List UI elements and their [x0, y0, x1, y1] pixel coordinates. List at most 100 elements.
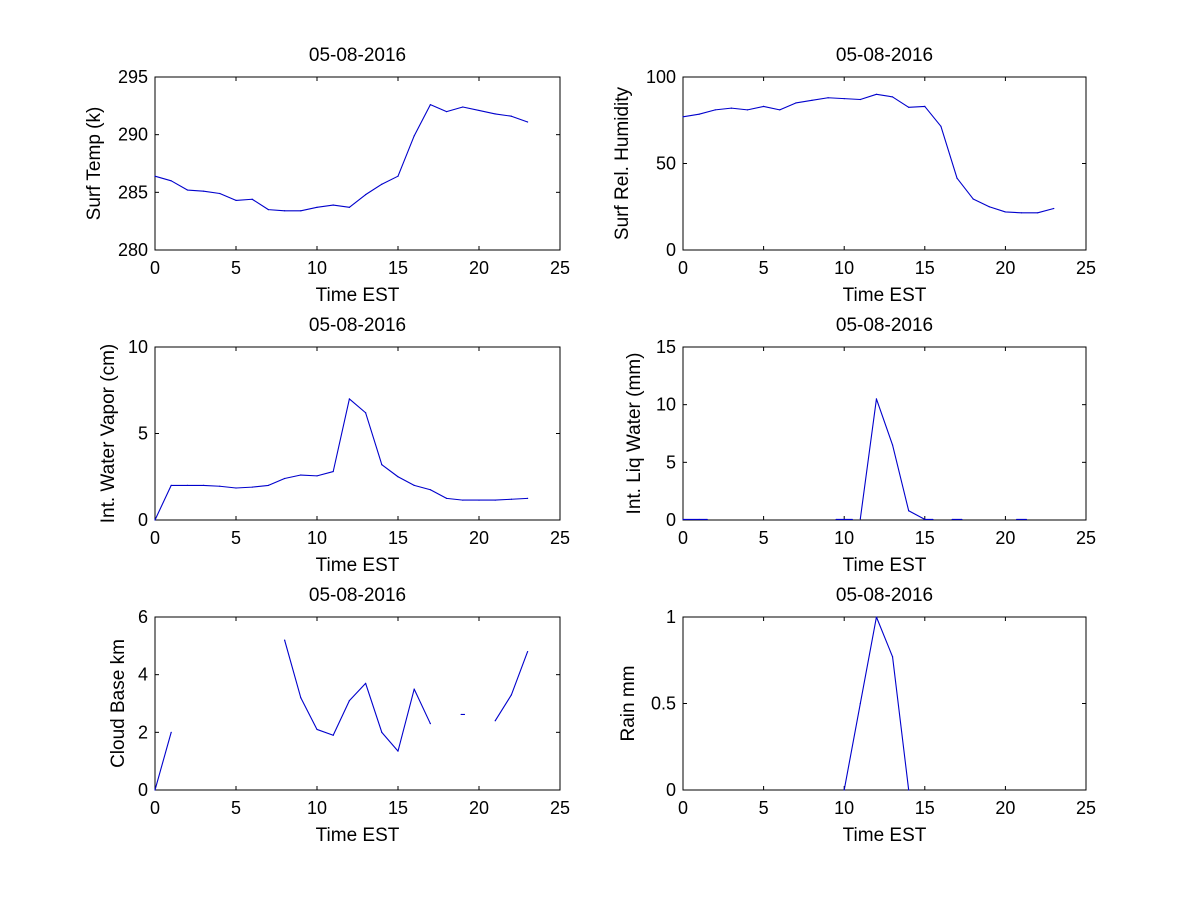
panel-3-series-0-point-0-17: [429, 489, 431, 491]
panel-2-series-0-point-0-13: [891, 96, 894, 98]
panel-4-series-0-point-2-2: [891, 444, 894, 446]
panel-4-series-0-point-2-3: [908, 510, 910, 512]
panel-1-series-0-point-0-13: [365, 194, 367, 196]
panel-1-xtick-label-5: 25: [550, 258, 570, 278]
panel-1-series-0-point-0-8: [284, 210, 286, 212]
panel-4-series-0-point-0-2: [706, 518, 708, 521]
panel-1-ytick-label-0: 280: [118, 240, 148, 260]
panel-3-series-0-line-0: [154, 398, 528, 521]
panel-2-series-0-point-0-12: [875, 93, 878, 95]
panel-6-xtick-label-5: 25: [1076, 798, 1096, 818]
panel-1-series-0-point-0-3: [203, 190, 205, 192]
panel-5-xtick-label-2: 10: [307, 798, 327, 818]
panel-4-ylabel: Int. Liq Water (mm): [624, 353, 645, 515]
panel-1-series-0-point-0-5: [235, 199, 237, 202]
panel-6-title: 05-08-2016: [836, 585, 933, 606]
panel-4-ytick-label-0: 0: [666, 510, 676, 530]
panel-5-xtick-label-1: 5: [231, 798, 241, 818]
panel-2-series-0-point-0-5: [763, 105, 765, 108]
panel-4-series-0-point-2-0: [859, 518, 861, 520]
panel-6-ytick-label-2: 1: [666, 607, 676, 627]
panel-2-series-0-point-0-11: [859, 98, 861, 101]
panel-3-series-0-point-0-20: [478, 499, 480, 501]
panel-6-series-0-point-0-1: [859, 702, 861, 705]
panel-1-series-0-point-0-0: [154, 175, 156, 177]
panel-1-series-0-point-0-2: [186, 189, 188, 191]
panel-2-series-0-point-0-21: [1020, 212, 1023, 214]
panel-3-series-0-point-0-6: [251, 486, 253, 488]
panel-6-xlabel: Time EST: [843, 825, 927, 846]
panel-2-series-0-point-0-14: [908, 106, 910, 108]
panel-3-series-0-point-0-4: [219, 485, 221, 487]
panel-3-series-0-point-0-8: [284, 477, 286, 480]
panel-6-ytick-label-0: 0: [666, 780, 676, 800]
panel-4-xlabel: Time EST: [843, 555, 927, 576]
panel-4-series-0-point-1-1: [843, 518, 845, 521]
panel-6-series-0-point-0-2: [875, 616, 878, 618]
panel-2-series-0-point-0-22: [1037, 212, 1039, 214]
panel-5-title: 05-08-2016: [309, 585, 406, 606]
panel-4-xtick-label-3: 15: [915, 528, 935, 548]
panel-1-series-0-point-0-7: [267, 209, 269, 211]
panel-6-xtick-label-1: 5: [759, 798, 769, 818]
panel-1-series-0-line-0: [154, 104, 528, 212]
panel-4-ytick-label-2: 10: [656, 395, 676, 415]
panel-6-ytick-label-1: 0.5: [651, 694, 676, 714]
panel-3-series-0-point-0-9: [300, 474, 302, 476]
panel-5-series-0-point-1-3: [332, 734, 334, 736]
panel-1-axes-frame: [154, 76, 561, 251]
panel-1-ytick-label-1: 285: [118, 182, 148, 202]
panel-5-series-0-point-1-7: [397, 750, 399, 752]
panel-3-ylabel: Int. Water Vapor (cm): [98, 344, 119, 523]
panel-5-series-0-point-1-2: [316, 728, 318, 731]
panel-1-xtick-label-2: 10: [307, 258, 327, 278]
panel-4-xtick-label-5: 25: [1076, 528, 1096, 548]
panel-6-series-0-point-0-4: [908, 789, 910, 791]
panel-3-series-0-point-0-15: [397, 476, 399, 478]
panel-5-series-0-line-1: [284, 639, 431, 752]
panel-3-ytick-label-2: 10: [128, 337, 148, 357]
panel-2-xtick-label-1: 5: [759, 258, 769, 278]
panel-3-title: 05-08-2016: [309, 315, 406, 336]
panel-5-xtick-label-4: 20: [469, 798, 489, 818]
panel-1-xtick-label-4: 20: [469, 258, 489, 278]
panel-2-series-0-point-0-3: [730, 107, 732, 109]
panel-2-xtick-label-3: 15: [915, 258, 935, 278]
panel-5-series-0-line-0: [154, 732, 172, 791]
panel-3-series-0-point-0-5: [235, 487, 237, 489]
panel-4-series-0-point-2-5: [932, 518, 934, 521]
panel-3-series-0-point-0-0: [154, 519, 156, 521]
panel-1-series-0-point-0-4: [219, 192, 221, 195]
panel-2-series-0-point-0-15: [924, 105, 926, 108]
panel-5-ytick-label-1: 2: [138, 722, 148, 742]
panel-5-series-0-point-3-0: [494, 720, 496, 722]
panel-1-series-0-point-0-18: [446, 111, 448, 113]
panel-5-series-0-point-1-5: [365, 682, 367, 684]
panel-1-series-0-point-0-1: [170, 180, 172, 182]
panel-3-series-0-point-0-3: [203, 484, 205, 486]
panel-5-series-0-point-1-4: [348, 700, 350, 702]
panel-4-series-0-line-2: [859, 398, 933, 520]
panel-5-xtick-label-0: 0: [150, 798, 160, 818]
panel-5-series-0-point-0-0: [154, 789, 156, 791]
panel-1-xtick-label-3: 15: [388, 258, 408, 278]
panel-3-series-0-point-0-10: [316, 475, 318, 477]
panel-2-series-0-point-0-19: [988, 206, 990, 208]
panel-6-xtick-label-2: 10: [834, 798, 854, 818]
panel-5-ytick-label-2: 4: [138, 665, 148, 685]
panel-3-series-0-point-0-7: [267, 484, 269, 486]
panel-2-series-0-point-0-23: [1053, 207, 1055, 210]
panel-4-series-0-point-0-0: [682, 518, 684, 521]
panel-2-series-0-line-0: [682, 93, 1054, 214]
panel-4-series-0-point-0-1: [698, 518, 700, 521]
panel-3-series-0-point-0-22: [510, 498, 512, 500]
panel-4-series-0-point-1-2: [851, 518, 853, 521]
panel-4-xtick-label-0: 0: [678, 528, 688, 548]
panel-2-series-0-point-0-10: [843, 98, 845, 100]
panel-2-series-0-point-0-8: [811, 99, 813, 101]
panel-6-xtick-label-3: 15: [915, 798, 935, 818]
panel-2-series-0-point-0-0: [682, 116, 684, 118]
panel-5-series-0-point-1-8: [413, 688, 415, 690]
panel-3-series-0-point-0-23: [527, 497, 529, 499]
